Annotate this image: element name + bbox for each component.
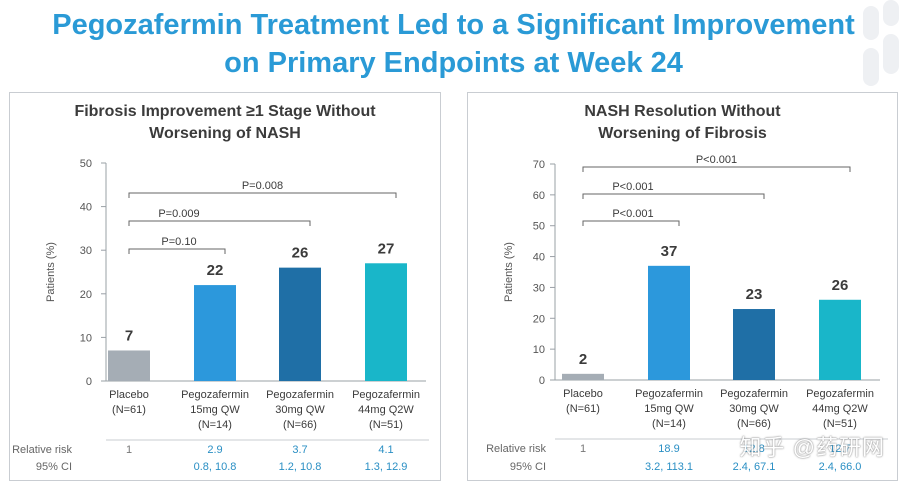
nash-resolution-bar: [733, 309, 775, 380]
fibrosis-value-label: 7: [125, 327, 133, 344]
fibrosis-bar: [194, 285, 236, 381]
nash-resolution-relative-risk-value: 18.9: [658, 443, 679, 455]
fibrosis-category-label: Placebo: [109, 389, 149, 401]
nash-resolution-category-label: 30mg QW: [729, 403, 779, 415]
nash-resolution-y-tick-label: 60: [533, 190, 545, 202]
nash-resolution-category-label: 15mg QW: [644, 403, 694, 415]
fibrosis-category-label: 30mg QW: [275, 404, 325, 416]
fibrosis-category-label: Pegozafermin: [352, 389, 420, 401]
fibrosis-category-label: 15mg QW: [190, 404, 240, 416]
nash-resolution-y-tick-label: 20: [533, 313, 545, 325]
nash-resolution-category-label: Pegozafermin: [806, 388, 874, 400]
fibrosis-y-tick-label: 20: [80, 289, 92, 301]
fibrosis-value-label: 26: [292, 245, 309, 262]
nash-resolution-relative-risk-value: 12.7: [829, 443, 850, 455]
fibrosis-pvalue-bracket: [128, 192, 397, 198]
fibrosis-category-label: (N=66): [283, 419, 317, 431]
watermark: 知乎 @药研网: [739, 435, 885, 460]
nash-resolution-bar: [819, 299, 861, 380]
nash-resolution-y-tick-label: 10: [533, 344, 545, 356]
nash-resolution-pvalue-bracket: [582, 166, 851, 172]
fibrosis-chart-title-line1: Fibrosis Improvement ≥1 Stage Without: [74, 103, 376, 120]
fibrosis-pvalue-bracket: [128, 220, 311, 226]
fibrosis-category-label: (N=51): [369, 419, 403, 431]
fibrosis-chart-panel: Fibrosis Improvement ≥1 Stage Without Wo…: [9, 92, 441, 481]
nash-resolution-ci-value: 3.2, 113.1: [645, 461, 693, 473]
nash-resolution-category-label: Pegozafermin: [720, 388, 788, 400]
nash-resolution-bar: [562, 373, 604, 380]
nash-resolution-relative-risk-value: 12.8: [743, 443, 764, 455]
fibrosis-chart-title: Fibrosis Improvement ≥1 Stage Without Wo…: [10, 101, 440, 145]
nash-resolution-value-label: 26: [832, 277, 849, 294]
nash-resolution-pvalue-label: P<0.001: [612, 181, 653, 193]
fibrosis-ci-value: 1.2, 10.8: [279, 461, 322, 473]
fibrosis-ci-value: 1.3, 12.9: [365, 461, 408, 473]
nash-resolution-pvalue-label: P<0.001: [612, 208, 653, 220]
fibrosis-chart-title-line2: Worsening of NASH: [149, 125, 301, 142]
nash-resolution-y-tick-label: 30: [533, 282, 545, 294]
fibrosis-bar: [365, 263, 407, 381]
fibrosis-y-tick-label: 10: [80, 332, 92, 344]
nash-resolution-relative-risk-value: 1: [580, 443, 586, 455]
nash-resolution-ci-label: 95% CI: [510, 461, 546, 473]
fibrosis-y-tick-label: 50: [80, 158, 92, 170]
nash-resolution-category-label: (N=66): [737, 418, 771, 430]
nash-resolution-y-tick-label: 40: [533, 252, 545, 264]
fibrosis-y-tick-label: 40: [80, 202, 92, 214]
fibrosis-ci-label: 95% CI: [36, 461, 72, 473]
nash-resolution-pvalue-bracket: [582, 193, 765, 199]
nash-resolution-category-label: (N=61): [566, 403, 600, 415]
fibrosis-bar-chart: 0 10 20 30 40 50 Patients (%) 7 22 26 27 Placebo (N=…: [12, 158, 429, 473]
nash-resolution-category-label: (N=14): [652, 418, 686, 430]
fibrosis-pvalue-label: P=0.009: [158, 208, 199, 220]
nash-resolution-category-label: 44mg Q2W: [812, 403, 868, 415]
fibrosis-category-label: (N=14): [198, 419, 232, 431]
nash-resolution-pvalue-bracket: [582, 220, 680, 226]
fibrosis-relative-risk-label: Relative risk: [12, 444, 72, 456]
fibrosis-pvalue-label: P=0.008: [242, 180, 283, 192]
nash-resolution-ci-value: 2.4, 67.1: [733, 461, 776, 473]
nash-resolution-chart-title-line1: NASH Resolution Without: [584, 103, 781, 120]
decorative-stripes: [863, 0, 899, 86]
nash-resolution-relative-risk-label: Relative risk: [486, 443, 546, 455]
nash-resolution-y-tick-label: 50: [533, 221, 545, 233]
fibrosis-y-tick-label: 0: [86, 376, 92, 388]
fibrosis-category-label: Pegozafermin: [266, 389, 334, 401]
nash-resolution-pvalue-label: P<0.001: [696, 154, 737, 166]
nash-resolution-y-axis-label: Patients (%): [503, 242, 515, 302]
nash-resolution-bar: [648, 265, 690, 380]
page-title-line1: Pegozafermin Treatment Led to a Signific…: [52, 9, 855, 41]
page-title-line2: on Primary Endpoints at Week 24: [224, 47, 683, 79]
nash-resolution-category-label: Pegozafermin: [635, 388, 703, 400]
fibrosis-pvalue-label: P=0.10: [161, 236, 196, 248]
fibrosis-ci-value: 0.8, 10.8: [194, 461, 237, 473]
fibrosis-category-label: (N=61): [112, 404, 146, 416]
fibrosis-relative-risk-value: 4.1: [378, 444, 393, 456]
nash-resolution-category-label: Placebo: [563, 388, 603, 400]
nash-resolution-category-label: (N=51): [823, 418, 857, 430]
fibrosis-value-label: 27: [378, 240, 395, 257]
nash-resolution-y-tick-label: 0: [539, 375, 545, 387]
fibrosis-relative-risk-value: 2.9: [207, 444, 222, 456]
fibrosis-y-tick-label: 30: [80, 245, 92, 257]
nash-resolution-chart-title: NASH Resolution Without Worsening of Fib…: [468, 101, 897, 145]
fibrosis-category-label: Pegozafermin: [181, 389, 249, 401]
fibrosis-bar: [279, 267, 321, 381]
fibrosis-value-label: 22: [207, 262, 224, 279]
nash-resolution-ci-value: 2.4, 66.0: [819, 461, 862, 473]
nash-resolution-value-label: 37: [661, 243, 678, 260]
nash-resolution-value-label: 2: [579, 351, 587, 368]
fibrosis-category-label: 44mg Q2W: [358, 404, 414, 416]
fibrosis-bar: [108, 350, 150, 381]
fibrosis-pvalue-bracket: [128, 248, 226, 254]
page-title: Pegozafermin Treatment Led to a Signific…: [0, 6, 907, 82]
nash-resolution-chart-panel: NASH Resolution Without Worsening of Fib…: [467, 92, 898, 481]
nash-resolution-chart-title-line2: Worsening of Fibrosis: [598, 125, 767, 142]
nash-resolution-y-tick-label: 70: [533, 159, 545, 171]
fibrosis-relative-risk-value: 1: [126, 444, 132, 456]
fibrosis-relative-risk-value: 3.7: [292, 444, 307, 456]
nash-resolution-value-label: 23: [746, 286, 763, 303]
fibrosis-y-axis-label: Patients (%): [45, 242, 57, 302]
nash-resolution-bar-chart: 0 10 20 30 40 50 60 70 Patients (%) 2 37 23 26 Placeb…: [486, 154, 888, 473]
